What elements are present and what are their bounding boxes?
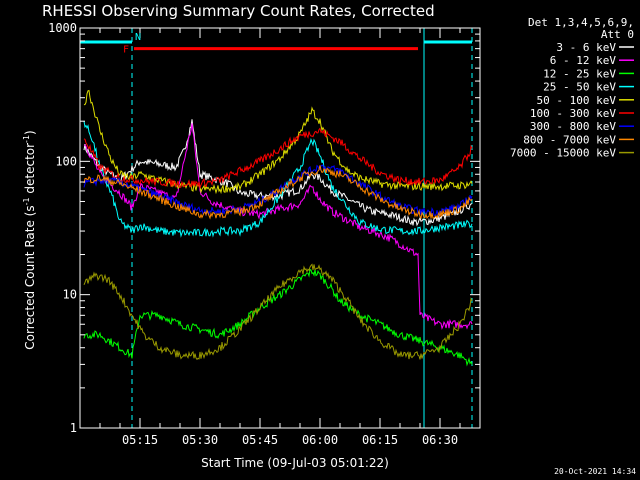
x-tick-label-5: 06:30 (422, 433, 458, 447)
series-line-4 (83, 89, 473, 195)
flare-annotation: F (123, 45, 129, 56)
legend-label-0: 3 - 6 keV (556, 41, 616, 54)
legend-label-4: 50 - 100 keV (537, 94, 617, 107)
x-tick-label-4: 06:15 (362, 433, 398, 447)
legend-label-1: 6 - 12 keV (550, 54, 617, 67)
y-tick-label-0: 1 (70, 421, 77, 435)
night-annotation: N (135, 32, 141, 43)
x-tick-labels: 05:15 05:30 05:45 06:00 06:15 06:30 (122, 433, 458, 447)
chart-title: RHESSI Observing Summary Count Rates, Co… (42, 2, 435, 20)
legend-label-3: 25 - 50 keV (543, 81, 616, 94)
series-lines (83, 89, 473, 367)
legend-label-7: 800 - 7000 keV (523, 133, 616, 146)
y-tick-label-2: 100 (55, 154, 77, 168)
y-tick-label-1: 10 (63, 288, 77, 302)
y-tick-labels: 1 10 100 1000 (48, 21, 77, 435)
x-tick-label-1: 05:30 (182, 433, 218, 447)
series-line-2 (83, 268, 473, 367)
y-axis-label: Corrected Count Rate (s-1 detector-1) (22, 130, 37, 349)
attenuator-state: Att 0 (601, 28, 634, 41)
x-tick-label-2: 05:45 (242, 433, 278, 447)
series-line-7 (83, 165, 473, 220)
legend-label-6: 300 - 800 keV (530, 120, 616, 133)
x-axis-label: Start Time (09-Jul-03 05:01:22) (201, 456, 389, 470)
axis-ticks (80, 27, 480, 429)
plot-area (79, 27, 481, 429)
legend-label-5: 100 - 300 keV (530, 107, 616, 120)
detector-list: Det 1,3,4,5,6,9, (528, 16, 634, 29)
x-tick-label-0: 05:15 (122, 433, 158, 447)
timestamp: 20-Oct-2021 14:34 (554, 467, 636, 476)
series-line-1 (83, 123, 473, 330)
x-tick-label-3: 06:00 (302, 433, 338, 447)
series-line-8 (83, 263, 473, 361)
y-tick-label-3: 1000 (48, 21, 77, 35)
series-line-3 (83, 121, 473, 238)
legend-label-8: 7000 - 15000 keV (510, 147, 616, 160)
series-line-5 (83, 127, 473, 190)
legend-label-2: 12 - 25 keV (543, 67, 616, 80)
